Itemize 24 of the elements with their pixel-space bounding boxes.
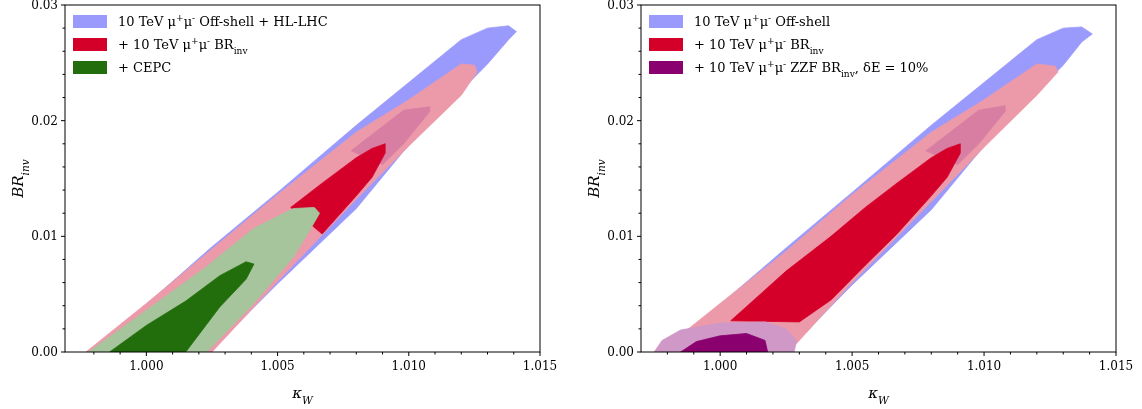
x-tick-label: 1.000 <box>702 359 738 373</box>
x-tick-label: 1.015 <box>522 359 558 373</box>
y-tick-label: 0.00 <box>607 345 634 359</box>
x-tick-label: 1.015 <box>1098 359 1134 373</box>
legend-label: 10 TeV μ$^{+}$μ$^{-}$ Off-shell + HL-LHC <box>118 13 328 29</box>
x-tick-label: 1.005 <box>260 359 295 373</box>
y-tick-label: 0.02 <box>31 113 58 128</box>
y-tick-label: 0.01 <box>31 229 58 244</box>
legend-label: + 10 TeV μ$^{+}$μ$^{-}$ BR$_{inv}$ <box>118 36 249 56</box>
x-tick-label: 1.000 <box>129 359 164 373</box>
legend-label: 10 TeV μ$^{+}$μ$^{-}$ Off-shell <box>694 13 831 29</box>
y-tick-label: 0.00 <box>31 345 58 359</box>
x-tick-label: 1.010 <box>391 359 426 373</box>
y-tick-label: 0.01 <box>607 229 634 244</box>
legend-label: + 10 TeV μ$^{+}$μ$^{-}$ ZZF BR$_{inv}$, δE = 10% <box>694 59 929 79</box>
x-axis-title: κ$_{W}$ <box>867 384 891 406</box>
y-tick-label: 0.03 <box>607 0 634 12</box>
y-tick-label: 0.03 <box>31 0 58 12</box>
x-tick-label: 1.005 <box>834 359 870 373</box>
legend-label: + 10 TeV μ$^{+}$μ$^{-}$ BR$_{inv}$ <box>694 36 825 56</box>
y-tick-label: 0.02 <box>607 113 634 128</box>
legend-label: + CEPC <box>118 60 172 75</box>
x-axis-title: κ$_{W}$ <box>291 384 315 406</box>
x-tick-label: 1.010 <box>966 359 1002 373</box>
